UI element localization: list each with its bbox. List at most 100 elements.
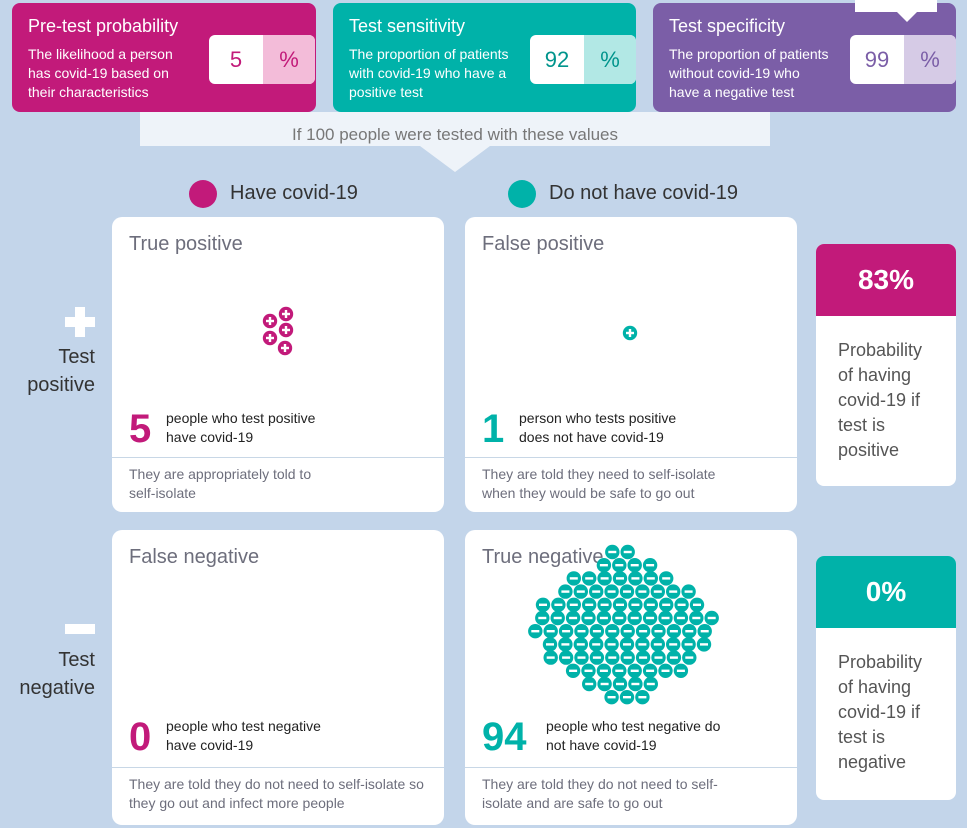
minus-icon bbox=[689, 597, 705, 612]
minus-icon bbox=[612, 597, 628, 612]
minus-icon bbox=[604, 584, 619, 599]
minus-icon bbox=[658, 610, 673, 626]
minus-icon bbox=[605, 544, 620, 560]
minus-icon bbox=[674, 597, 689, 612]
minus-icon bbox=[635, 624, 651, 639]
minus-icon bbox=[612, 610, 627, 626]
minus-icon bbox=[659, 571, 674, 586]
minus-icon bbox=[543, 624, 558, 639]
minus-icon bbox=[558, 637, 573, 652]
pretest-title: Pre-test probability bbox=[28, 16, 179, 36]
true-positive-card: True positive 5 people who test positive… bbox=[112, 217, 444, 512]
true-positive-label: people who test positive have covid-19 bbox=[166, 410, 316, 445]
minus-icon bbox=[659, 597, 674, 612]
true-negative-note: They are told they do not need to self-i… bbox=[482, 776, 718, 811]
false-negative-note: They are told they do not need to self-i… bbox=[129, 776, 424, 811]
minus-icon bbox=[535, 597, 551, 612]
plus-icon bbox=[278, 306, 294, 322]
sensitivity-value[interactable]: 92 bbox=[544, 46, 570, 72]
pretest-value[interactable]: 5 bbox=[229, 46, 243, 72]
row-label-negative-text: Test negative bbox=[19, 649, 95, 699]
minus-icon bbox=[558, 584, 573, 599]
pretest-input[interactable]: 5 % bbox=[209, 35, 315, 84]
specificity-unit: % bbox=[904, 35, 956, 84]
minus-icon bbox=[612, 663, 627, 678]
minus-icon bbox=[620, 624, 635, 639]
row-label-positive-text: Test positive bbox=[27, 346, 95, 396]
minus-icon bbox=[612, 558, 627, 573]
minus-icon bbox=[581, 610, 596, 626]
minus-icon bbox=[550, 610, 565, 626]
true-positive-note: They are appropriately told to self-isol… bbox=[129, 466, 312, 501]
minus-icon bbox=[666, 624, 682, 639]
probability-negative-text: Probability of having covid-19 if test i… bbox=[838, 652, 923, 772]
minus-icon bbox=[589, 584, 604, 599]
pretest-unit: % bbox=[263, 35, 315, 84]
banner-shape bbox=[140, 112, 770, 172]
minus-icon bbox=[643, 571, 658, 586]
probability-positive-value: 83% bbox=[816, 244, 956, 316]
minus-icon bbox=[582, 571, 597, 586]
minus-icon bbox=[535, 610, 550, 626]
minus-icon bbox=[651, 624, 666, 639]
sensitivity-box: Test sensitivity The proportion of patie… bbox=[333, 3, 636, 112]
sensitivity-unit: % bbox=[584, 35, 636, 84]
minus-icon bbox=[627, 610, 642, 626]
plus-icon bbox=[262, 330, 278, 346]
minus-icon bbox=[596, 558, 612, 573]
minus-icon bbox=[689, 610, 704, 626]
minus-icon bbox=[605, 650, 620, 665]
probability-positive-text: Probability of having covid-19 if test i… bbox=[838, 340, 923, 460]
minus-icon bbox=[620, 544, 635, 560]
false-positive-count: 1 bbox=[482, 407, 505, 451]
minus-icon bbox=[619, 690, 635, 705]
sensitivity-description: The proportion of patients with covid-19… bbox=[349, 46, 509, 100]
minus-icon bbox=[627, 663, 642, 678]
minus-icon bbox=[681, 637, 696, 652]
true-negative-label: people who test negative do not have cov… bbox=[546, 718, 721, 753]
minus-icon bbox=[558, 650, 574, 665]
true-positive-divider bbox=[112, 457, 444, 458]
minus-icon bbox=[666, 637, 681, 652]
minus-icon bbox=[682, 624, 697, 639]
specificity-input[interactable]: 99 % bbox=[850, 35, 956, 84]
false-positive-card: False positive 1 person who tests positi… bbox=[465, 217, 797, 512]
minus-icon bbox=[635, 690, 650, 705]
minus-icon bbox=[627, 558, 642, 573]
specificity-value[interactable]: 99 bbox=[864, 46, 890, 72]
minus-icon bbox=[597, 676, 612, 692]
minus-icon bbox=[589, 637, 604, 652]
minus-icon bbox=[566, 571, 581, 586]
minus-icon bbox=[582, 597, 597, 612]
minus-icon bbox=[543, 650, 558, 665]
sensitivity-input[interactable]: 92 % bbox=[530, 35, 636, 84]
minus-icon bbox=[682, 650, 697, 665]
minus-icon bbox=[673, 663, 689, 678]
false-negative-card: False negative 0 people who test negativ… bbox=[112, 530, 444, 825]
probability-positive-card: 83% Probability of having covid-19 if te… bbox=[816, 244, 956, 486]
true-positive-count: 5 bbox=[129, 407, 152, 451]
minus-icon bbox=[542, 637, 558, 652]
minus-icon bbox=[643, 676, 658, 692]
minus-icon bbox=[642, 663, 658, 678]
true-negative-divider bbox=[465, 767, 797, 768]
minus-icon bbox=[666, 584, 681, 599]
minus-icon bbox=[704, 610, 719, 626]
tooltip-pointer bbox=[897, 12, 917, 22]
false-positive-dots bbox=[622, 325, 638, 341]
sensitivity-title: Test sensitivity bbox=[349, 16, 466, 36]
minus-icon bbox=[558, 624, 574, 639]
minus-icon bbox=[635, 650, 651, 665]
minus-icon bbox=[528, 624, 543, 639]
minus-icon bbox=[582, 676, 597, 692]
false-positive-note: They are told they need to self-isolate … bbox=[482, 466, 716, 501]
minus-icon bbox=[605, 624, 620, 639]
plus-icon bbox=[622, 325, 638, 341]
minus-icon bbox=[628, 676, 643, 692]
probability-negative-value: 0% bbox=[816, 556, 956, 628]
minus-icon bbox=[581, 663, 596, 678]
minus-icon bbox=[65, 624, 95, 634]
minus-icon bbox=[642, 558, 658, 573]
specificity-description: The proportion of patients without covid… bbox=[669, 46, 829, 100]
minus-icon bbox=[566, 597, 581, 612]
